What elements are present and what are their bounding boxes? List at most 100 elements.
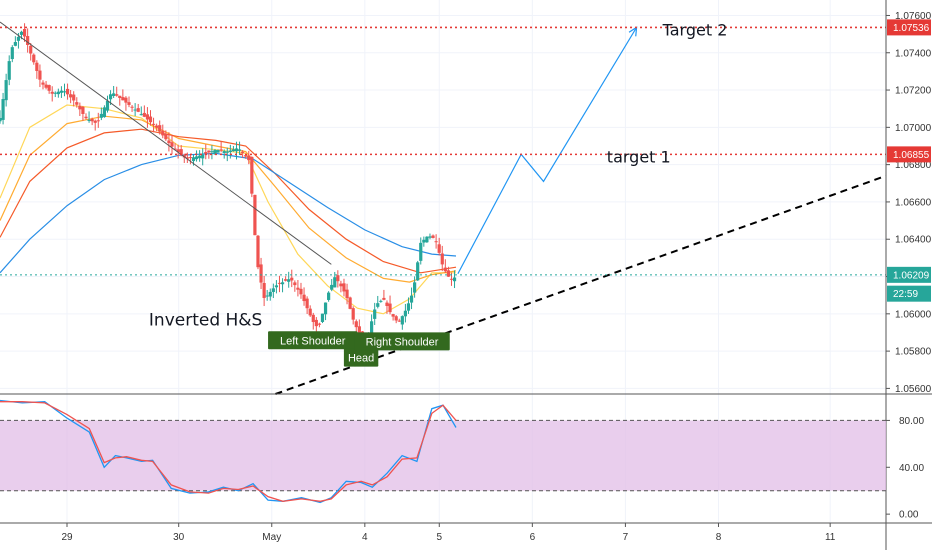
projection-arrow bbox=[457, 27, 638, 275]
candle-body bbox=[323, 302, 328, 315]
osc-tick-label: 80.00 bbox=[899, 416, 924, 427]
candle-body bbox=[284, 279, 288, 281]
candle-body bbox=[250, 156, 254, 194]
candle-body bbox=[47, 85, 51, 91]
candle-body bbox=[274, 285, 279, 288]
candle-body bbox=[121, 97, 125, 101]
candle-body bbox=[385, 302, 389, 306]
candle-body bbox=[308, 308, 312, 316]
candle-body bbox=[345, 289, 349, 299]
candle-body bbox=[198, 155, 202, 159]
candle-body bbox=[231, 149, 236, 152]
candle-body bbox=[19, 31, 24, 35]
candle-body bbox=[406, 303, 411, 311]
time-tick-label: 8 bbox=[716, 532, 722, 543]
candle-body bbox=[93, 120, 97, 123]
time-tick-label: May bbox=[262, 532, 281, 543]
price-tag-label: 22:59 bbox=[893, 289, 918, 300]
candle-body bbox=[201, 154, 205, 159]
candle-body bbox=[53, 92, 57, 94]
candle-body bbox=[370, 321, 374, 334]
arrow-head bbox=[628, 26, 638, 37]
candle-body bbox=[26, 36, 30, 45]
candle-body bbox=[428, 236, 432, 238]
pattern-label-box bbox=[343, 348, 379, 367]
candle-body bbox=[170, 142, 174, 147]
candle-body bbox=[29, 45, 33, 54]
price-candles bbox=[0, 23, 457, 351]
candle-body bbox=[391, 314, 395, 317]
candle-body bbox=[431, 235, 435, 238]
candle-body bbox=[422, 239, 426, 243]
annotation-text: Inverted H&S bbox=[149, 310, 262, 330]
price-tick-label: 1.05800 bbox=[895, 347, 932, 358]
candle-body bbox=[376, 303, 380, 307]
candle-body bbox=[268, 291, 272, 297]
moving-average-line bbox=[0, 128, 457, 274]
candle-body bbox=[75, 102, 79, 105]
oscillator-lines bbox=[0, 399, 457, 504]
candle-body bbox=[351, 308, 355, 320]
candle-body bbox=[216, 150, 220, 153]
candle-body bbox=[434, 241, 438, 243]
candle-body bbox=[176, 149, 180, 153]
candle-body bbox=[256, 235, 260, 268]
candle-body bbox=[179, 149, 183, 155]
candle-body bbox=[69, 94, 73, 98]
candle-body bbox=[161, 130, 165, 136]
moving-averages bbox=[0, 104, 457, 315]
candle-body bbox=[207, 150, 211, 153]
candle-body bbox=[56, 91, 60, 95]
candle-body bbox=[210, 151, 214, 153]
candle-body bbox=[90, 118, 94, 122]
candle-body bbox=[13, 42, 17, 46]
candle-body bbox=[102, 107, 107, 118]
candle-body bbox=[302, 294, 306, 302]
horizontal-levels bbox=[0, 26, 886, 276]
candle-body bbox=[314, 319, 318, 327]
candle-body bbox=[241, 151, 245, 153]
price-tick-label: 1.07200 bbox=[895, 86, 932, 97]
candle-body bbox=[452, 277, 457, 282]
candle-body bbox=[320, 313, 325, 322]
candle-body bbox=[446, 270, 450, 277]
time-tick-label: 7 bbox=[623, 532, 629, 543]
candle-body bbox=[127, 102, 131, 105]
price-tick-label: 1.06000 bbox=[895, 309, 932, 320]
osc-tick-label: 40.00 bbox=[899, 463, 924, 474]
candle-body bbox=[277, 282, 282, 284]
candle-body bbox=[81, 106, 85, 114]
candle-body bbox=[139, 114, 143, 116]
candle-body bbox=[148, 116, 153, 123]
candle-body bbox=[234, 148, 239, 152]
moving-average-line bbox=[0, 152, 457, 274]
time-tick-label: 5 bbox=[436, 532, 442, 543]
candle-body bbox=[354, 321, 358, 328]
candle-body bbox=[62, 91, 67, 93]
candle-body bbox=[164, 133, 168, 140]
candle-body bbox=[425, 236, 429, 243]
price-tick-label: 1.06600 bbox=[895, 197, 932, 208]
candle-body bbox=[388, 303, 392, 313]
price-tick-label: 1.05600 bbox=[895, 384, 932, 395]
candle-body bbox=[259, 264, 263, 283]
candle-body bbox=[219, 149, 223, 151]
candle-body bbox=[136, 108, 140, 112]
candle-body bbox=[59, 90, 64, 93]
candle-body bbox=[44, 84, 48, 88]
candle-body bbox=[185, 157, 189, 159]
candle-body bbox=[158, 125, 162, 132]
candle-body bbox=[0, 118, 2, 122]
candle-body bbox=[244, 155, 248, 157]
candle-body bbox=[142, 112, 146, 117]
candle-body bbox=[87, 119, 91, 121]
time-axis: 29 30 May 4 5 6 7 8 11 bbox=[0, 522, 932, 543]
candle-body bbox=[299, 288, 303, 295]
candle-body bbox=[10, 47, 14, 60]
candle-body bbox=[339, 283, 343, 287]
candle-body bbox=[4, 80, 8, 101]
candle-body bbox=[413, 282, 417, 293]
price-tick-label: 1.06800 bbox=[895, 160, 932, 171]
candle-body bbox=[293, 282, 297, 286]
price-tag bbox=[887, 146, 931, 163]
